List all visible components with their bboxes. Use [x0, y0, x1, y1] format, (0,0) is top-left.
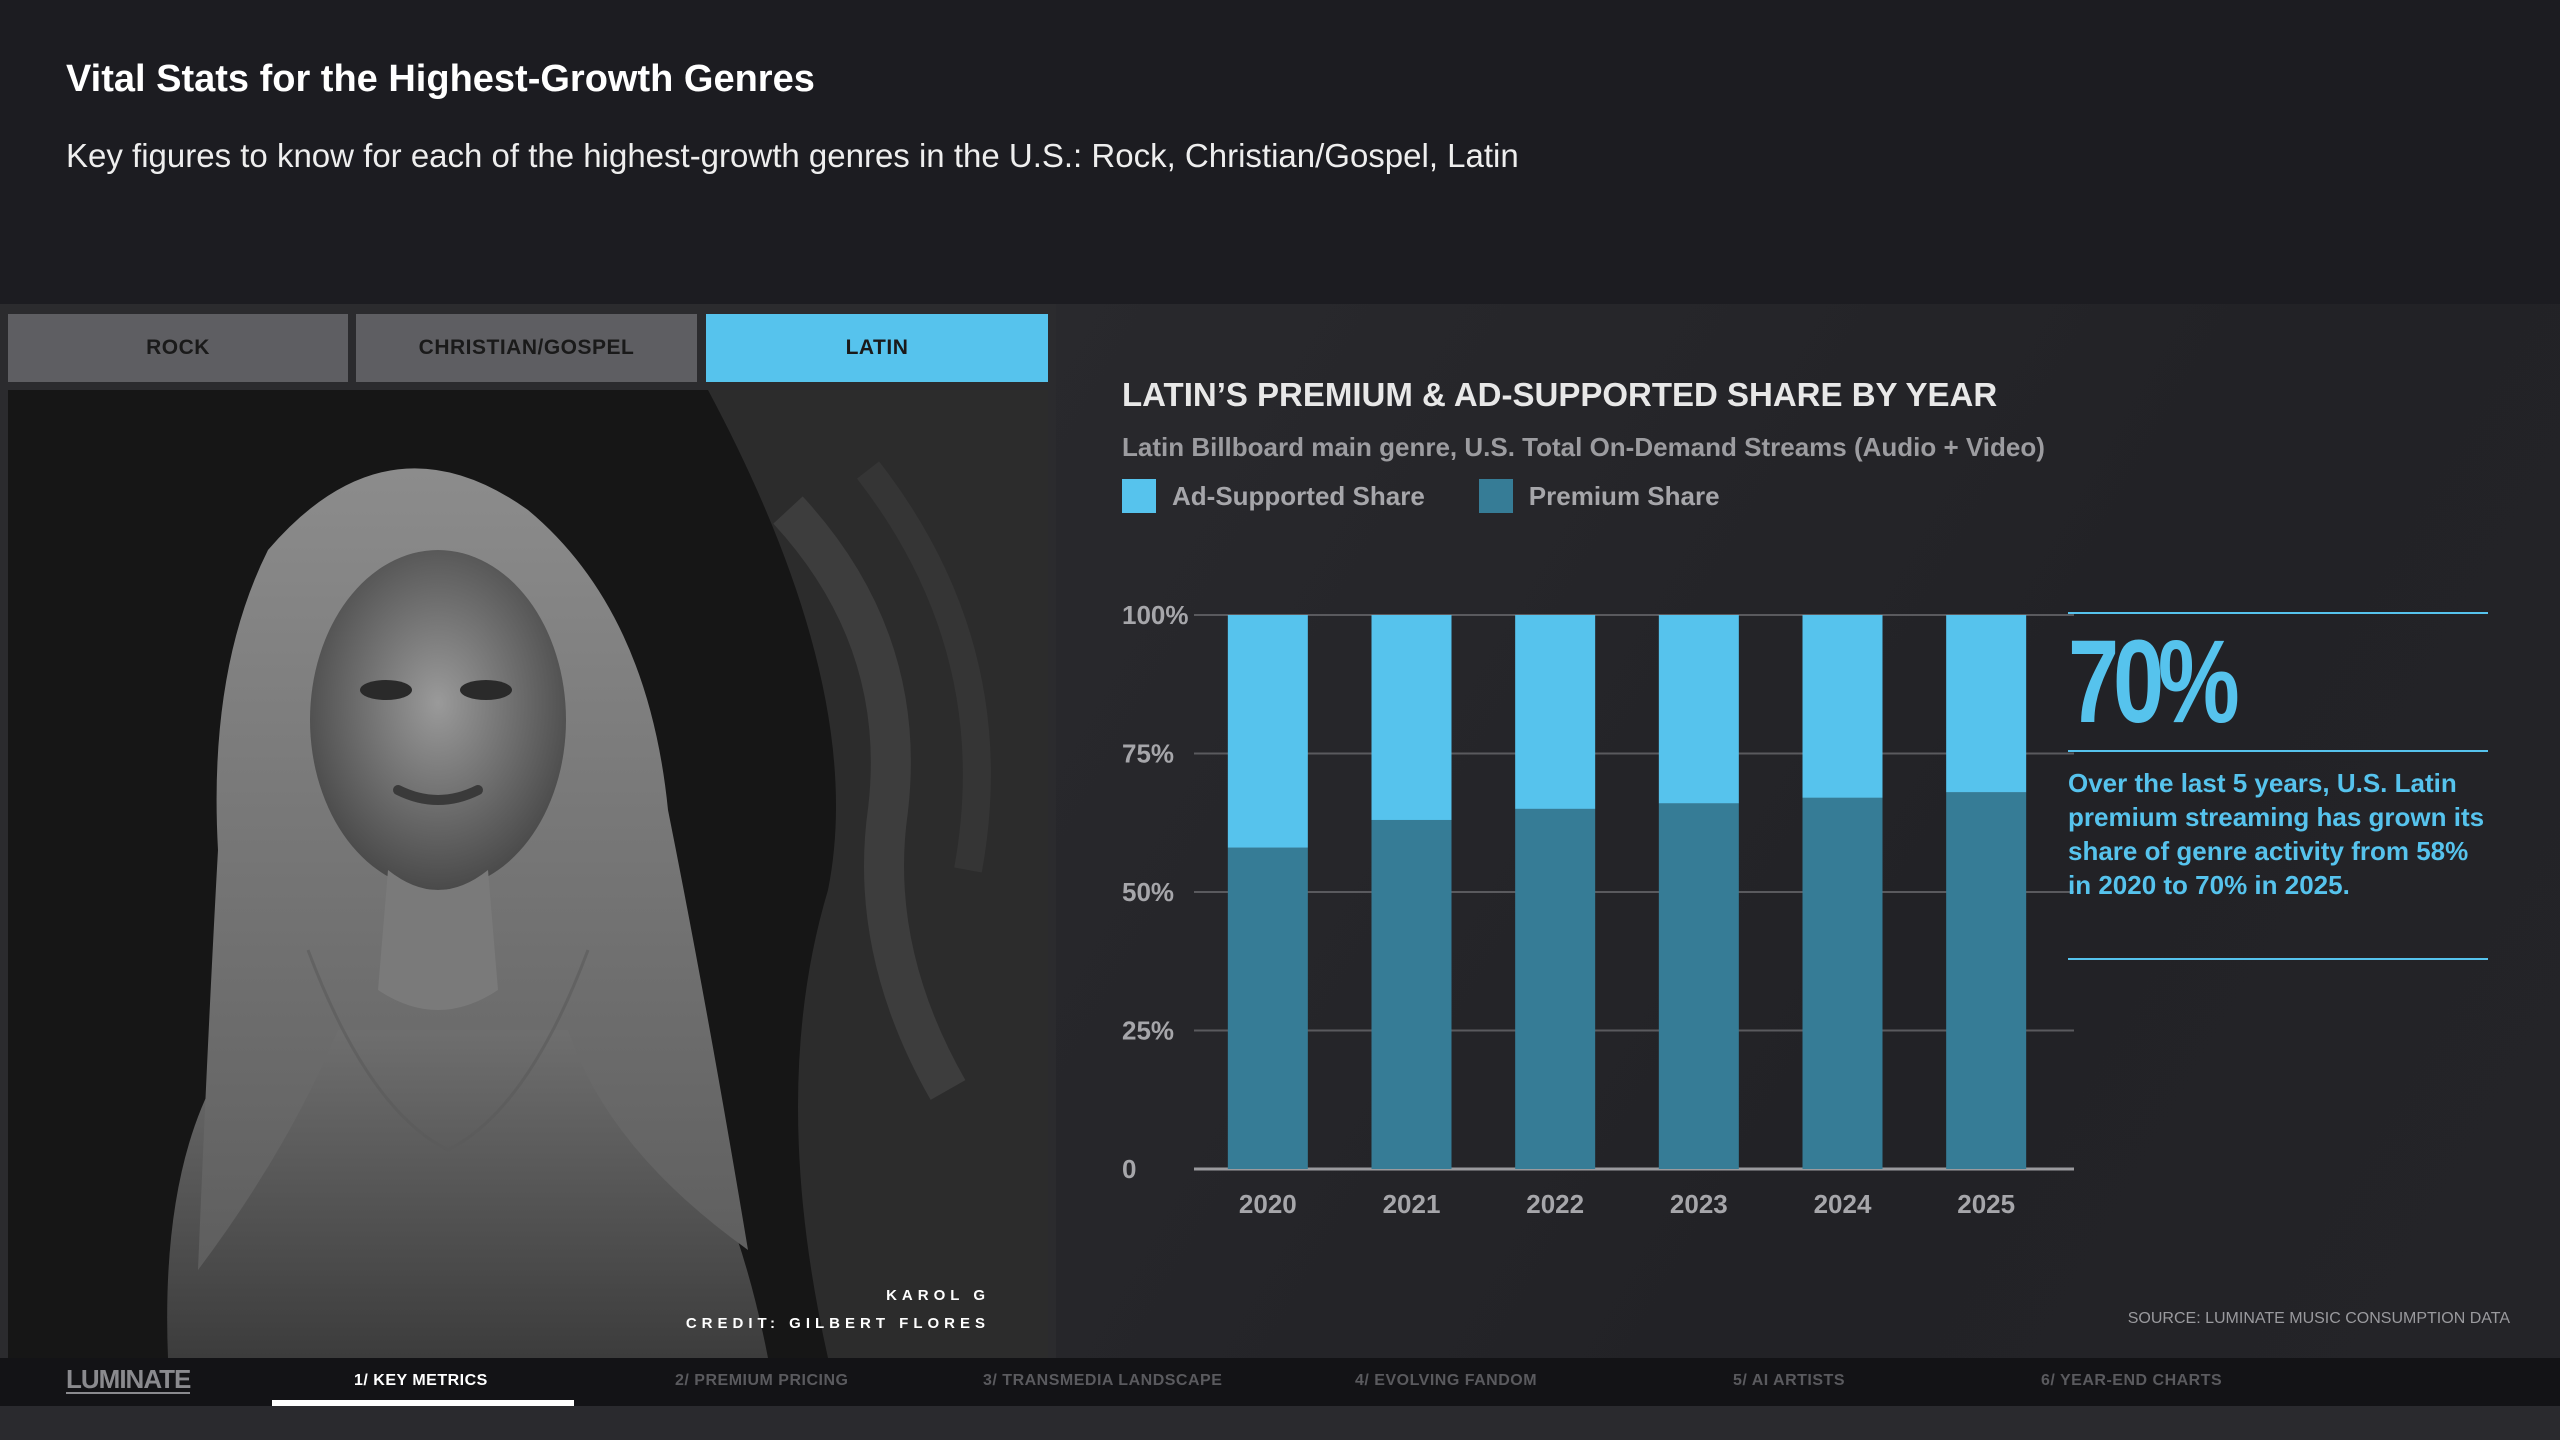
x-tick-label: 2024 — [1814, 1189, 1872, 1219]
bar-premium-share — [1227, 847, 1308, 1169]
nav-transmedia-landscape[interactable]: 3/ TRANSMEDIA LANDSCAPE — [983, 1372, 1223, 1389]
chart-title: LATIN’S PREMIUM & AD-SUPPORTED SHARE BY … — [1122, 376, 1998, 413]
source-note: SOURCE: LUMINATE MUSIC CONSUMPTION DATA — [2127, 1310, 2510, 1327]
bar-premium-share — [1802, 797, 1883, 1169]
bottom-navigation: LUMINATE 1/ KEY METRICS 2/ PREMIUM PRICI… — [0, 1358, 2560, 1406]
x-tick-label: 2023 — [1670, 1189, 1728, 1219]
nav-evolving-fandom[interactable]: 4/ EVOLVING FANDOM — [1355, 1372, 1538, 1389]
stat-value: 70% — [2068, 616, 2240, 748]
page-header: Vital Stats for the Highest-Growth Genre… — [66, 58, 2466, 175]
bar-premium-share — [1658, 803, 1739, 1169]
x-tick-label: 2025 — [1957, 1189, 2015, 1219]
bar-ad-supported-share — [1515, 615, 1596, 809]
bar-premium-share — [1371, 819, 1452, 1169]
nav-premium-pricing[interactable]: 2/ PREMIUM PRICING — [675, 1372, 849, 1389]
y-tick-label: 50% — [1122, 877, 1174, 907]
artist-photo: KAROL G CREDIT: GILBERT FLORES — [8, 390, 1048, 1358]
tab-latin[interactable]: LATIN — [706, 314, 1048, 382]
nav-key-metrics[interactable]: 1/ KEY METRICS — [354, 1372, 488, 1389]
x-tick-label: 2022 — [1526, 1189, 1584, 1219]
nav-year-end-charts[interactable]: 6/ YEAR-END CHARTS — [2041, 1372, 2223, 1389]
y-tick-label: 0 — [1122, 1154, 1136, 1184]
bar-premium-share — [1515, 808, 1596, 1169]
stacked-bar-chart: 0 25% 50% 75% 100% 2020 2021 2022 2023 2024 2025 — [1122, 600, 2074, 1219]
chart-legend: Ad-Supported Share Premium Share — [1122, 479, 1774, 513]
stat-rule-top — [2068, 612, 2488, 614]
bar-premium-share — [1946, 792, 2027, 1169]
y-tick-label: 100% — [1122, 600, 1189, 630]
nav-ai-artists[interactable]: 5/ AI ARTISTS — [1733, 1372, 1845, 1389]
bar-ad-supported-share — [1802, 615, 1883, 798]
bar-ad-supported-share — [1227, 615, 1308, 848]
y-tick-label: 75% — [1122, 739, 1174, 769]
legend-label-ad-supported: Ad-Supported Share — [1172, 480, 1425, 511]
bar-ad-supported-share — [1946, 615, 2027, 793]
nav-active-indicator — [272, 1400, 574, 1406]
stat-description: Over the last 5 years, U.S. Latin premiu… — [2068, 768, 2485, 900]
photo-caption: KAROL G CREDIT: GILBERT FLORES — [686, 1282, 990, 1338]
genre-panel: ROCK CHRISTIAN/GOSPEL LATIN — [0, 304, 1056, 1358]
page-title: Vital Stats for the Highest-Growth Genre… — [66, 58, 815, 100]
luminate-logo[interactable]: LUMINATE — [66, 1364, 191, 1394]
stat-rule-bottom — [2068, 958, 2488, 960]
bar-ad-supported-share — [1658, 615, 1739, 804]
legend-label-premium: Premium Share — [1528, 480, 1720, 511]
stat-rule-middle — [2068, 750, 2488, 752]
artist-photo-illustration — [8, 390, 1048, 1358]
page-subtitle: Key figures to know for each of the high… — [66, 137, 1519, 174]
tab-christian-gospel[interactable]: CHRISTIAN/GOSPEL — [356, 314, 697, 382]
photo-caption-credit: CREDIT: GILBERT FLORES — [685, 1315, 990, 1332]
tab-rock[interactable]: ROCK — [8, 314, 348, 382]
x-tick-label: 2020 — [1239, 1189, 1297, 1219]
chart-panel: LATIN’S PREMIUM & AD-SUPPORTED SHARE BY … — [1056, 304, 2560, 1358]
chart-subtitle: Latin Billboard main genre, U.S. Total O… — [1122, 432, 2045, 462]
photo-caption-name: KAROL G — [886, 1287, 990, 1304]
y-tick-label: 25% — [1122, 1016, 1174, 1046]
bar-ad-supported-share — [1371, 615, 1452, 820]
key-stat: 70% Over the last 5 years, U.S. Latin pr… — [2068, 612, 2488, 960]
legend-item-premium: Premium Share — [1478, 479, 1720, 513]
x-tick-label: 2021 — [1383, 1189, 1441, 1219]
legend-swatch-premium — [1478, 479, 1513, 513]
legend-swatch-ad-supported — [1122, 479, 1156, 513]
legend-item-ad-supported: Ad-Supported Share — [1122, 479, 1425, 513]
bottom-strip — [0, 1406, 2560, 1440]
